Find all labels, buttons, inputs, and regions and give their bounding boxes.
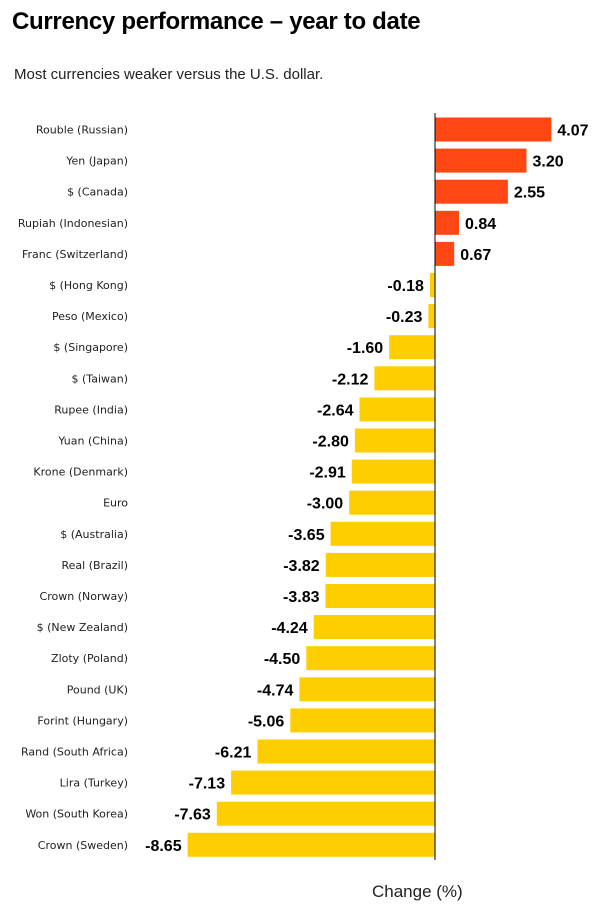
value-label: -4.74: [257, 682, 294, 699]
category-label: Rupee (India): [54, 403, 128, 416]
category-label: Won (South Korea): [25, 808, 128, 821]
bar: [351, 459, 435, 484]
chart-title: Currency performance – year to date: [12, 8, 421, 35]
category-label: $ (Singapore): [53, 341, 128, 354]
category-label: $ (New Zealand): [37, 621, 128, 634]
value-label: 4.07: [557, 123, 588, 140]
category-label: Real (Brazil): [62, 559, 129, 572]
bar: [359, 397, 435, 422]
bar: [428, 304, 435, 329]
category-label: Yen (Japan): [65, 155, 128, 168]
bar: [325, 584, 435, 608]
value-label: -5.06: [248, 713, 285, 730]
bar: [374, 366, 435, 391]
value-label: 2.55: [514, 185, 545, 202]
value-label: -4.50: [264, 651, 301, 668]
value-label: -2.91: [309, 465, 346, 482]
bar: [435, 210, 459, 235]
value-label: -3.65: [288, 527, 325, 544]
category-label: Forint (Hungary): [37, 714, 128, 727]
bar: [349, 490, 435, 515]
bar: [306, 646, 435, 671]
category-label: Lira (Turkey): [60, 777, 128, 790]
x-axis-label: Change (%): [372, 882, 463, 901]
category-label: Rouble (Russian): [36, 124, 128, 137]
value-label: -3.83: [283, 589, 320, 606]
bar: [429, 273, 435, 297]
category-label: Crown (Norway): [40, 590, 128, 603]
category-label: Franc (Switzerland): [22, 248, 128, 261]
value-label: -0.23: [386, 309, 423, 326]
value-label: 0.84: [465, 216, 496, 233]
bars-group: [187, 117, 552, 857]
category-label: Euro: [103, 497, 128, 510]
category-label: Peso (Mexico): [52, 310, 128, 323]
value-label: -3.00: [307, 496, 344, 513]
bar: [435, 148, 527, 173]
bar: [435, 117, 552, 142]
category-label: Krone (Denmark): [33, 466, 128, 479]
category-label: $ (Hong Kong): [49, 279, 128, 292]
value-label: -1.60: [347, 340, 384, 357]
bar: [389, 335, 435, 360]
category-label: Rupiah (Indonesian): [18, 217, 128, 230]
value-label: -2.12: [332, 371, 369, 388]
value-label: -6.21: [215, 745, 252, 762]
value-label: -3.82: [283, 558, 320, 575]
category-label: $ (Canada): [67, 186, 128, 199]
bar: [187, 832, 435, 857]
value-label: -2.80: [312, 434, 349, 451]
bar: [435, 241, 455, 266]
bar: [216, 801, 435, 826]
value-labels: 4.07 3.20 2.55 0.84 0.67 -0.18 -0.23-1.60 -2.12…: [145, 123, 589, 855]
value-label: -7.13: [189, 776, 226, 793]
value-label: -0.18: [387, 278, 424, 295]
bar: [435, 179, 508, 204]
category-label: Crown (Sweden): [38, 839, 128, 852]
bar: [231, 770, 435, 795]
bar: [313, 615, 435, 640]
bar: [354, 428, 435, 453]
chart-subtitle: Most currencies weaker versus the U.S. d…: [14, 66, 324, 83]
value-label: 3.20: [533, 154, 564, 171]
category-labels: Rouble (Russian) Yen (Japan) $ (Canada) Rup…: [18, 124, 128, 852]
category-label: $ (Taiwan): [72, 372, 128, 385]
category-label: Rand (South Africa): [21, 746, 128, 759]
value-label: 0.67: [460, 247, 491, 264]
category-label: $ (Australia): [60, 528, 128, 541]
bar: [325, 552, 435, 577]
value-label: -2.64: [317, 402, 354, 419]
value-label: -8.65: [145, 838, 182, 855]
category-label: Yuan (China): [57, 435, 128, 448]
bar: [257, 739, 435, 764]
bar: [299, 677, 435, 702]
category-label: Zloty (Poland): [51, 652, 128, 665]
bar: [330, 521, 435, 546]
value-label: -7.63: [174, 807, 211, 824]
category-label: Pound (UK): [67, 683, 128, 696]
value-label: -4.24: [271, 620, 308, 637]
bar: [290, 708, 435, 733]
